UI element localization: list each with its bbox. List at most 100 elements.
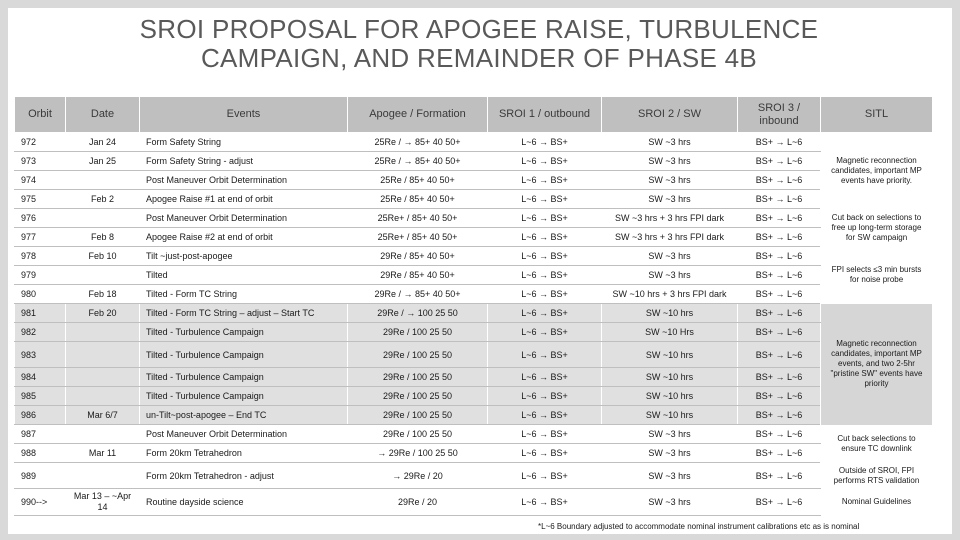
header-row: Orbit Date Events Apogee / Formation SRO… bbox=[14, 96, 933, 133]
cell-sroi3: BS+ → L~6 bbox=[737, 424, 821, 444]
cell-apogee: 25Re / → 85+ 40 50+ bbox=[347, 151, 488, 171]
cell-date bbox=[65, 367, 140, 387]
cell-sroi2: SW ~3 hrs bbox=[601, 443, 738, 463]
cell-date: Jan 24 bbox=[65, 132, 140, 152]
cell-apogee: → 29Re / 20 bbox=[347, 462, 488, 489]
header-sitl: SITL bbox=[820, 96, 933, 133]
cell-sroi2: SW ~3 hrs bbox=[601, 424, 738, 444]
cell-date bbox=[65, 462, 140, 489]
cell-orbit: 981 bbox=[14, 303, 66, 323]
cell-date: Feb 10 bbox=[65, 246, 140, 266]
cell-sroi3: BS+ → L~6 bbox=[737, 189, 821, 209]
table-row: 974 Post Maneuver Orbit Determination 25Re… bbox=[14, 170, 933, 190]
cell-sroi1: L~6 → BS+ bbox=[487, 208, 602, 228]
table-row: 977 Feb 8 Apogee Raise #2 at end of orbit 2… bbox=[14, 227, 933, 247]
cell-orbit: 988 bbox=[14, 443, 66, 463]
cell-sroi2: SW ~10 Hrs bbox=[601, 322, 738, 342]
cell-sroi1: L~6 → BS+ bbox=[487, 265, 602, 285]
cell-sroi2: SW ~3 hrs bbox=[601, 132, 738, 152]
cell-events: Tilted - Form TC String – adjust – Start… bbox=[139, 303, 348, 323]
table-row: 973 Jan 25 Form Safety String - adjust 25Re… bbox=[14, 151, 933, 171]
cell-apogee: 25Re / 85+ 40 50+ bbox=[347, 189, 488, 209]
cell-date bbox=[65, 341, 140, 368]
cell-apogee: 25Re / 85+ 40 50+ bbox=[347, 170, 488, 190]
cell-orbit: 977 bbox=[14, 227, 66, 247]
cell-sroi3: BS+ → L~6 bbox=[737, 132, 821, 152]
cell-apogee: → 29Re / 100 25 50 bbox=[347, 443, 488, 463]
cell-apogee: 29Re / → 100 25 50 bbox=[347, 303, 488, 323]
sitl-note: Magnetic reconnection candidates, import… bbox=[820, 132, 933, 209]
cell-sroi1: L~6 → BS+ bbox=[487, 322, 602, 342]
title-line-1: SROI PROPOSAL FOR APOGEE RAISE, TURBULEN… bbox=[139, 14, 819, 44]
header-date: Date bbox=[65, 96, 140, 133]
cell-apogee: 25Re / → 85+ 40 50+ bbox=[347, 132, 488, 152]
cell-sroi1: L~6 → BS+ bbox=[487, 462, 602, 489]
cell-sroi1: L~6 → BS+ bbox=[487, 341, 602, 368]
table-row: 984 Tilted - Turbulence Campaign 29Re / 10… bbox=[14, 367, 933, 387]
cell-events: Tilted - Turbulence Campaign bbox=[139, 341, 348, 368]
cell-date bbox=[65, 208, 140, 228]
table-row: 986 Mar 6/7 un-Tilt~post-apogee – End TC 29… bbox=[14, 405, 933, 425]
cell-orbit: 973 bbox=[14, 151, 66, 171]
cell-orbit: 972 bbox=[14, 132, 66, 152]
cell-events: Tilted - Form TC String bbox=[139, 284, 348, 304]
cell-events: Post Maneuver Orbit Determination bbox=[139, 208, 348, 228]
sitl-note: Cut back selections to ensure TC downlin… bbox=[820, 424, 933, 463]
cell-events: Tilted - Turbulence Campaign bbox=[139, 322, 348, 342]
cell-orbit: 984 bbox=[14, 367, 66, 387]
cell-orbit: 982 bbox=[14, 322, 66, 342]
cell-events: Post Maneuver Orbit Determination bbox=[139, 170, 348, 190]
cell-sroi1: L~6 → BS+ bbox=[487, 284, 602, 304]
cell-sroi2: SW ~10 hrs bbox=[601, 367, 738, 387]
cell-sroi3: BS+ → L~6 bbox=[737, 265, 821, 285]
cell-sroi2: SW ~3 hrs bbox=[601, 265, 738, 285]
cell-events: Tilted - Turbulence Campaign bbox=[139, 367, 348, 387]
cell-sroi3: BS+ → L~6 bbox=[737, 405, 821, 425]
table-row: 972 Jan 24 Form Safety String 25Re / → 85+ … bbox=[14, 132, 933, 209]
cell-apogee: 29Re / 100 25 50 bbox=[347, 405, 488, 425]
cell-date bbox=[65, 386, 140, 406]
cell-sroi2: SW ~3 hrs + 3 hrs FPI dark bbox=[601, 208, 738, 228]
cell-apogee: 25Re+ / 85+ 40 50+ bbox=[347, 208, 488, 228]
schedule-table: Orbit Date Events Apogee / Formation SRO… bbox=[14, 96, 933, 516]
cell-sroi1: L~6 → BS+ bbox=[487, 367, 602, 387]
sitl-note: Magnetic reconnection candidates, import… bbox=[820, 303, 933, 425]
cell-apogee: 29Re / 20 bbox=[347, 488, 488, 516]
table-row: 976 Post Maneuver Orbit Determination 25Re… bbox=[14, 208, 933, 247]
cell-orbit: 974 bbox=[14, 170, 66, 190]
slide-title: SROI PROPOSAL FOR APOGEE RAISE, TURBULEN… bbox=[14, 15, 944, 73]
cell-sroi1: L~6 → BS+ bbox=[487, 443, 602, 463]
cell-sroi3: BS+ → L~6 bbox=[737, 367, 821, 387]
cell-date: Feb 18 bbox=[65, 284, 140, 304]
cell-sroi1: L~6 → BS+ bbox=[487, 303, 602, 323]
cell-events: Apogee Raise #1 at end of orbit bbox=[139, 189, 348, 209]
cell-sroi3: BS+ → L~6 bbox=[737, 246, 821, 266]
cell-date bbox=[65, 424, 140, 444]
cell-apogee: 29Re / 100 25 50 bbox=[347, 386, 488, 406]
sitl-note: Cut back on selections to free up long-t… bbox=[820, 208, 933, 247]
cell-date: Mar 13 – ~Apr 14 bbox=[65, 488, 140, 516]
cell-sroi3: BS+ → L~6 bbox=[737, 386, 821, 406]
cell-sroi1: L~6 → BS+ bbox=[487, 227, 602, 247]
cell-events: Tilted - Turbulence Campaign bbox=[139, 386, 348, 406]
cell-apogee: 29Re / 100 25 50 bbox=[347, 367, 488, 387]
cell-sroi2: SW ~3 hrs bbox=[601, 246, 738, 266]
cell-sroi3: BS+ → L~6 bbox=[737, 151, 821, 171]
sitl-note: Outside of SROI, FPI performs RTS valida… bbox=[820, 462, 933, 489]
cell-orbit: 983 bbox=[14, 341, 66, 368]
title-line-2: CAMPAIGN, AND REMAINDER OF PHASE 4B bbox=[200, 43, 758, 73]
cell-apogee: 29Re / 85+ 40 50+ bbox=[347, 265, 488, 285]
cell-date: Mar 6/7 bbox=[65, 405, 140, 425]
header-sroi2: SROI 2 / SW bbox=[601, 96, 738, 133]
table-row: 978 Feb 10 Tilt ~just-post-apogee 29Re / 85… bbox=[14, 246, 933, 304]
cell-orbit: 990--> bbox=[14, 488, 66, 516]
cell-events: Tilted bbox=[139, 265, 348, 285]
cell-apogee: 29Re / → 85+ 40 50+ bbox=[347, 284, 488, 304]
cell-events: Form 20km Tetrahedron bbox=[139, 443, 348, 463]
sitl-note: FPI selects ≤3 min bursts for noise prob… bbox=[820, 246, 933, 304]
cell-date bbox=[65, 322, 140, 342]
cell-date: Feb 8 bbox=[65, 227, 140, 247]
cell-sroi2: SW ~3 hrs bbox=[601, 151, 738, 171]
cell-sroi3: BS+ → L~6 bbox=[737, 322, 821, 342]
cell-sroi1: L~6 → BS+ bbox=[487, 170, 602, 190]
